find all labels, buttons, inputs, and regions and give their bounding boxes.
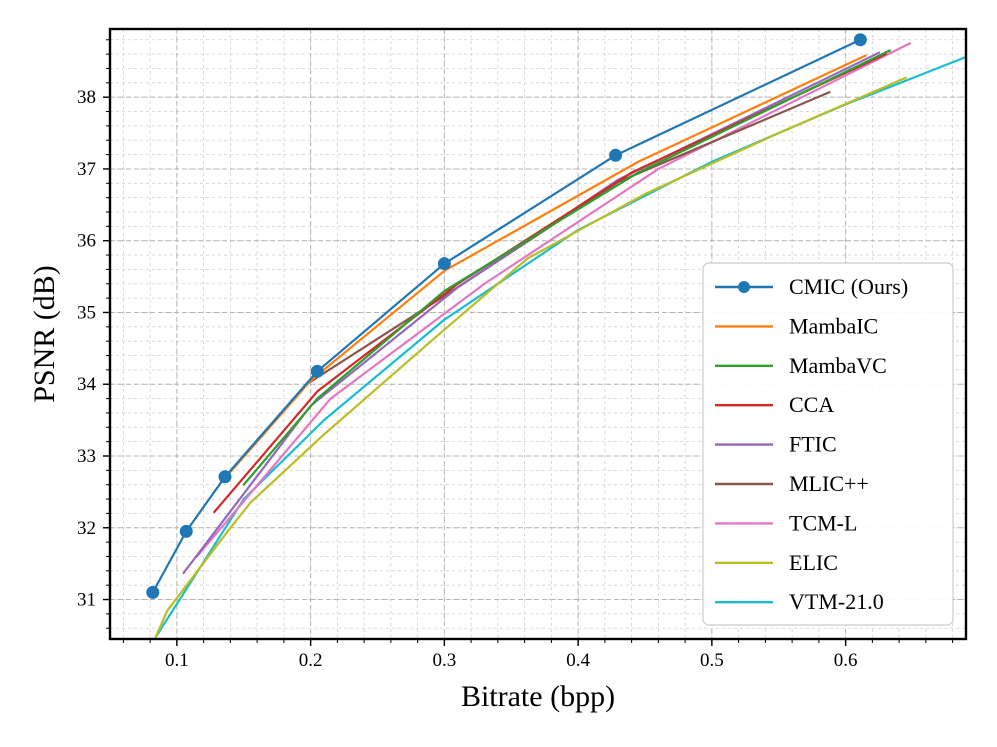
legend-label: VTM-21.0 [789, 589, 884, 614]
series-line-tcm-l [195, 42, 911, 558]
y-tick-label: 31 [77, 590, 96, 611]
data-point-cmic-ours [853, 33, 867, 47]
legend-label: CCA [789, 392, 834, 417]
y-tick-label: 37 [77, 159, 96, 180]
data-point-cmic-ours [146, 585, 160, 599]
series-group [146, 33, 966, 639]
data-point-cmic-ours [310, 364, 324, 378]
data-point-cmic-ours [437, 257, 451, 271]
y-tick-label: 33 [77, 446, 96, 467]
legend-label: TCM-L [789, 510, 857, 535]
data-point-cmic-ours [218, 470, 232, 484]
legend-label: MambaVC [789, 353, 887, 378]
legend-swatch-marker [738, 281, 750, 293]
legend-item-mlic: MLIC++ [715, 471, 869, 496]
axes-frame [108, 27, 968, 641]
legend-label: CMIC (Ours) [789, 274, 908, 299]
x-tick-label: 0.1 [165, 650, 189, 671]
legend-item-tcm-l: TCM-L [715, 510, 857, 535]
x-tick-label: 0.4 [566, 650, 590, 671]
y-tick-label: 35 [77, 302, 96, 323]
legend-item-cmic-ours: CMIC (Ours) [715, 274, 908, 299]
legend-item-ftic: FTIC [715, 432, 837, 457]
y-tick-label: 32 [77, 518, 96, 539]
x-tick-label: 0.2 [299, 650, 323, 671]
legend-item-vtm-21-0: VTM-21.0 [715, 589, 884, 614]
legend-item-mambaic: MambaIC [715, 313, 878, 338]
legend-item-elic: ELIC [715, 550, 838, 575]
legend-label: MLIC++ [789, 471, 869, 496]
legend-label: ELIC [789, 550, 838, 575]
legend-item-cca: CCA [715, 392, 834, 417]
legend-label: MambaIC [789, 313, 878, 338]
series-line-elic [154, 76, 907, 639]
legend-label: FTIC [789, 432, 837, 457]
x-tick-label: 0.3 [433, 650, 457, 671]
x-tick-label: 0.6 [834, 650, 858, 671]
x-axis-title: Bitrate (bpp) [461, 680, 615, 713]
y-tick-label: 36 [77, 231, 96, 252]
legend-item-mambavc: MambaVC [715, 353, 887, 378]
series-line-mambavc [242, 49, 891, 486]
legend: CMIC (Ours) MambaIC MambaVC CCA FTIC MLIC++ TC… [702, 262, 954, 626]
x-tick-label: 0.5 [700, 650, 724, 671]
legend-box [702, 262, 954, 626]
y-axis-title: PSNR (dB) [28, 265, 61, 403]
data-point-cmic-ours [179, 524, 193, 538]
y-tick-label: 34 [77, 374, 97, 395]
ticks: 0.1 0.2 0.3 0.4 0.5 0.6 31 32 33 34 35 36 37 38 [77, 39, 954, 671]
data-point-cmic-ours [609, 148, 623, 162]
y-tick-label: 38 [77, 87, 96, 108]
